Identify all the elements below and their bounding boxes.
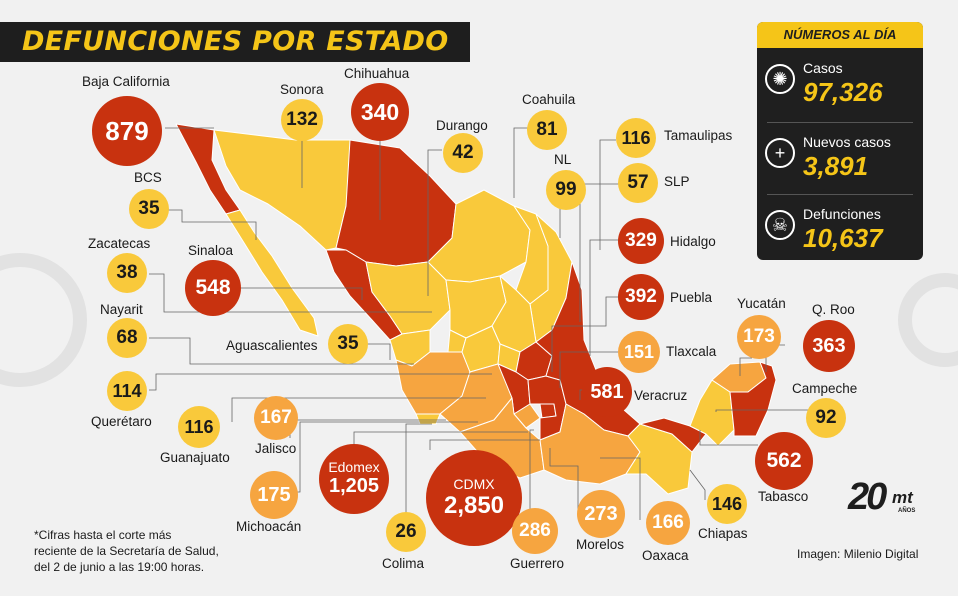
state-label: Tamaulipas — [664, 128, 733, 143]
skull-icon: ☠ — [765, 210, 795, 240]
state-value: 173 — [737, 315, 781, 359]
state-value: 146 — [707, 484, 747, 524]
state-value: 1,205 — [328, 475, 380, 497]
state-value: 329 — [618, 218, 664, 264]
image-credit: Imagen: Milenio Digital — [797, 547, 919, 561]
state-value: 114 — [107, 371, 147, 411]
state-chihuahua — [335, 139, 457, 267]
state-value: 99 — [546, 170, 586, 210]
state-label: Chihuahua — [344, 66, 410, 81]
state-label: Edomex — [328, 459, 380, 475]
stat-value: 3,891 — [803, 151, 869, 181]
footnote-line: reciente de la Secretaría de Salud, — [34, 544, 219, 558]
state-label: Aguascalientes — [226, 338, 318, 353]
logo-sub: AÑOS — [898, 508, 916, 514]
state-value-group: Edomex 1,205 — [319, 444, 389, 514]
stat-label: Casos — [803, 60, 843, 76]
state-label: Hidalgo — [670, 234, 716, 249]
state-label: NL — [554, 152, 572, 167]
footnote-line: del 2 de junio a las 19:00 horas. — [34, 560, 205, 574]
state-value: 57 — [618, 163, 658, 203]
state-label: Tabasco — [758, 489, 809, 504]
state-label: Tlaxcala — [666, 344, 717, 359]
state-label: Oaxaca — [642, 548, 689, 563]
state-label: Morelos — [576, 537, 625, 552]
state-value: 116 — [616, 118, 656, 158]
state-colima — [415, 413, 441, 425]
state-label: BCS — [134, 170, 162, 185]
divider — [767, 194, 913, 195]
state-label: Q. Roo — [812, 302, 855, 317]
state-value: 26 — [386, 512, 426, 552]
state-value: 116 — [178, 406, 220, 448]
state-label: SLP — [664, 174, 690, 189]
state-label: Sonora — [280, 82, 324, 97]
state-value: 392 — [618, 274, 664, 320]
state-label: Colima — [382, 556, 425, 571]
state-value: 38 — [107, 253, 147, 293]
state-label: Sinaloa — [188, 243, 234, 258]
logo-brand: mt — [892, 488, 913, 507]
state-label: Chiapas — [698, 526, 748, 541]
state-value: 548 — [185, 260, 241, 316]
state-label: Campeche — [792, 381, 858, 396]
state-value: 42 — [443, 133, 483, 173]
stat-casos: ✺ Casos 97,326 — [757, 52, 923, 118]
summary-panel: NÚMEROS AL DÍA ✺ Casos 97,326 + Nuevos c… — [757, 22, 923, 260]
state-label: Yucatán — [737, 296, 786, 311]
state-value: 581 — [582, 367, 632, 417]
state-sonora — [213, 129, 351, 251]
state-label: Querétaro — [91, 414, 152, 429]
state-value: 167 — [254, 396, 298, 440]
state-label: Baja California — [82, 74, 170, 89]
state-value: 35 — [328, 324, 368, 364]
state-value: 166 — [646, 501, 690, 545]
stat-nuevos-casos: + Nuevos casos 3,891 — [757, 126, 923, 192]
state-value: 562 — [755, 432, 813, 490]
state-label: Durango — [436, 118, 488, 133]
state-value: 273 — [577, 490, 625, 538]
state-durango — [365, 261, 451, 335]
state-label: Zacatecas — [88, 236, 151, 251]
state-value: 363 — [803, 320, 855, 372]
state-value: 132 — [281, 99, 323, 141]
state-label: Guerrero — [510, 556, 565, 571]
plus-icon: + — [765, 138, 795, 168]
stat-defunciones: ☠ Defunciones 10,637 — [757, 198, 923, 260]
footnote: *Cifras hasta el corte más reciente de l… — [34, 527, 219, 575]
state-value: 151 — [618, 331, 660, 373]
state-label: Michoacán — [236, 519, 302, 534]
state-label: CDMX — [453, 475, 495, 492]
state-label: Puebla — [670, 290, 713, 305]
state-value: 175 — [250, 471, 298, 519]
milenio-logo: 20 mt AÑOS — [848, 476, 918, 522]
state-value: 286 — [512, 508, 558, 554]
state-value: 340 — [351, 83, 409, 141]
logo-number: 20 — [848, 476, 887, 518]
state-label: Nayarit — [100, 302, 143, 317]
state-value-group: CDMX 2,850 — [426, 450, 522, 546]
page-title: DEFUNCIONES POR ESTADO — [22, 26, 449, 57]
state-label: Veracruz — [634, 388, 688, 403]
footnote-line: *Cifras hasta el corte más — [34, 528, 172, 542]
state-label: Coahuila — [522, 92, 576, 107]
state-value: 879 — [92, 96, 162, 166]
stat-value: 10,637 — [803, 223, 883, 253]
title-bar — [0, 22, 470, 62]
stat-label: Defunciones — [803, 206, 881, 222]
state-value: 35 — [129, 189, 169, 229]
state-value: 68 — [107, 318, 147, 358]
divider — [767, 122, 913, 123]
state-bcs — [225, 209, 319, 337]
state-label: Jalisco — [255, 441, 297, 456]
virus-icon: ✺ — [765, 64, 795, 94]
state-value: 92 — [806, 398, 846, 438]
state-value: 81 — [527, 110, 567, 150]
stat-label: Nuevos casos — [803, 134, 891, 150]
stat-value: 97,326 — [803, 77, 883, 107]
state-value: 2,850 — [443, 491, 505, 519]
summary-heading: NÚMEROS AL DÍA — [757, 22, 923, 48]
state-label: Guanajuato — [160, 450, 230, 465]
